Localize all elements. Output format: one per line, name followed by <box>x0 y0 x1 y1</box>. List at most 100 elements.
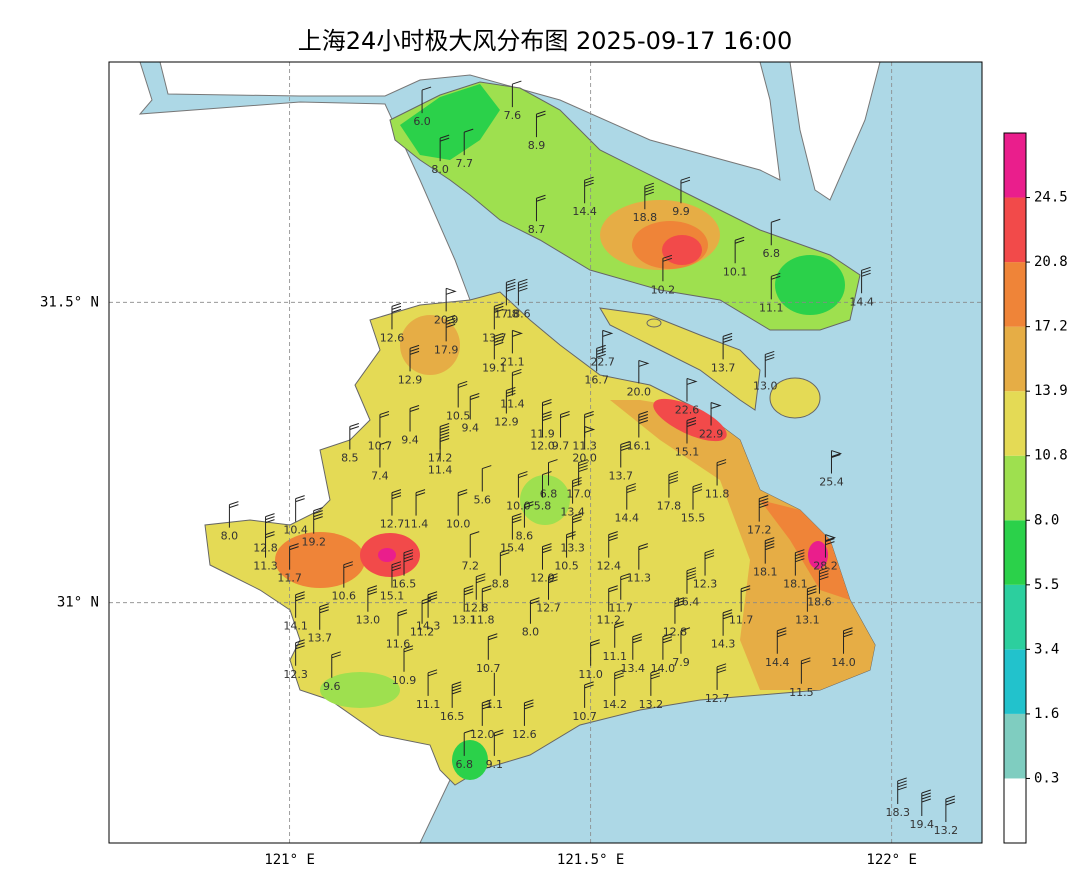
wind-barb <box>427 669 438 696</box>
station-value: 8.0 <box>522 626 540 639</box>
station-value: 14.2 <box>602 698 627 711</box>
wind-barb <box>511 329 523 354</box>
station-value: 13.7 <box>609 470 634 483</box>
station-value: 11.4 <box>500 397 525 410</box>
wind-barb <box>584 176 594 204</box>
station-value: 10.0 <box>506 500 531 513</box>
station-value: 22.6 <box>675 403 700 416</box>
station-value: 13.2 <box>934 824 959 837</box>
station-value: 13.0 <box>356 614 381 627</box>
wind-barb <box>535 110 546 138</box>
wind-barb <box>770 272 781 300</box>
station-value: 6.0 <box>413 115 431 128</box>
colorbar-bin <box>1004 649 1026 714</box>
changxing-island <box>599 307 761 411</box>
station-value: 8.9 <box>528 139 546 152</box>
wind-barb <box>861 266 871 294</box>
colorbar-label: 3.4 <box>1034 641 1059 657</box>
station-value: 18.1 <box>753 566 778 579</box>
wind-barb <box>566 531 576 558</box>
x-tick-label: 121° E <box>264 852 315 868</box>
station-value: 12.0 <box>530 439 555 452</box>
wind-barb <box>481 699 492 726</box>
station-value: 18.1 <box>783 578 808 591</box>
station-value: 16.1 <box>627 439 652 452</box>
colorbar-bin <box>1004 778 1026 843</box>
wind-barb <box>584 681 594 708</box>
wind-barb <box>584 426 596 450</box>
wind-barb <box>499 549 510 576</box>
station-value: 17.9 <box>434 343 459 356</box>
station-value: 13.4 <box>621 662 646 675</box>
station-value: 10.7 <box>572 710 597 723</box>
station-value: 18.6 <box>807 596 832 609</box>
wind-barb <box>560 411 570 438</box>
wind-barb <box>367 585 378 612</box>
wind-barb <box>572 477 582 504</box>
station-value: 11.7 <box>729 614 754 627</box>
station-value: 5.6 <box>474 494 492 507</box>
hengsha-island <box>769 377 821 419</box>
station-value: 7.7 <box>455 157 473 170</box>
colorbar-bin <box>1004 455 1026 521</box>
colorbar-bin <box>1004 713 1026 779</box>
x-tick-label: 122° E <box>866 852 917 868</box>
wind-barb <box>481 585 492 612</box>
wind-barb <box>638 411 648 438</box>
station-value: 14.4 <box>765 656 790 669</box>
station-value: 7.6 <box>504 109 522 122</box>
wind-barb <box>493 729 504 756</box>
station-value: 16.7 <box>584 373 609 386</box>
wind-barb <box>758 495 769 522</box>
station-value: 12.6 <box>380 331 405 344</box>
wind-barb <box>620 573 630 600</box>
station-value: 13.7 <box>711 361 736 374</box>
station-value: 8.8 <box>492 578 510 591</box>
wind-barb <box>800 657 811 684</box>
wind-barb <box>614 669 624 696</box>
station-value: 17.8 <box>657 500 682 513</box>
colorbar-bin <box>1004 262 1026 327</box>
wind-barb <box>475 573 486 600</box>
station-value: 8.0 <box>431 163 449 176</box>
station-value: 11.1 <box>416 698 441 711</box>
wind-barb <box>511 513 522 540</box>
wind-barb <box>445 314 456 342</box>
station-value: 6.8 <box>455 758 473 771</box>
warm-zone <box>400 315 460 375</box>
wind-barb <box>505 278 516 306</box>
station-value: 22.9 <box>699 427 724 440</box>
wind-barb <box>686 417 697 444</box>
station-value: 10.6 <box>332 590 357 603</box>
wind-barb <box>379 411 390 438</box>
wind-barb <box>265 513 275 540</box>
wind-barb <box>535 194 546 222</box>
map-title: 上海24小时极大风分布图 2025-09-17 16:00 <box>298 27 792 55</box>
wind-barb <box>391 302 402 330</box>
coast-zone <box>760 500 850 600</box>
wind-barb <box>722 332 733 360</box>
wind-barb <box>313 507 323 534</box>
station-value: 10.1 <box>723 265 748 278</box>
station-value: 19.4 <box>910 818 935 831</box>
wind-barb <box>457 489 468 516</box>
wind-barb <box>463 585 474 612</box>
colorbar-bin <box>1004 133 1026 198</box>
wind-barb <box>794 549 805 576</box>
station-value: 5.8 <box>534 500 552 513</box>
hot-spot <box>662 235 702 265</box>
station-value: 18.6 <box>506 307 531 320</box>
wind-barb <box>295 591 305 618</box>
station-value: 8.0 <box>221 530 239 543</box>
station-value: 10.7 <box>476 662 501 675</box>
wind-barb <box>463 128 474 156</box>
wind-barb <box>734 236 745 264</box>
wind-barb <box>776 627 787 654</box>
station-value: 10.2 <box>651 283 676 296</box>
colorbar-bin <box>1004 520 1026 585</box>
calm-zone <box>452 740 488 780</box>
wind-barb <box>614 621 624 648</box>
wind-barb <box>493 302 504 330</box>
station-value: 12.9 <box>530 572 555 585</box>
wind-barb <box>391 489 402 516</box>
